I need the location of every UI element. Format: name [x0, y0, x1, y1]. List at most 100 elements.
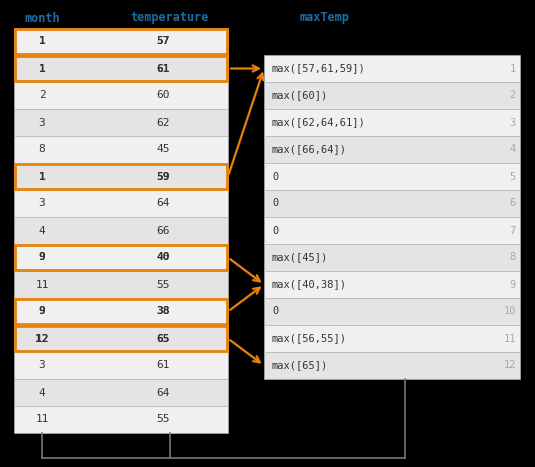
Text: 38: 38	[157, 306, 170, 317]
Text: month: month	[24, 12, 60, 24]
Text: max([60]): max([60])	[272, 91, 328, 100]
Text: 0: 0	[272, 226, 278, 235]
Text: 57: 57	[157, 36, 170, 47]
Bar	[264, 271, 520, 298]
Text: max([62,64,61]): max([62,64,61])	[272, 118, 366, 127]
Text: temperature: temperature	[131, 12, 209, 24]
Text: 12: 12	[35, 333, 49, 344]
Text: 55: 55	[157, 415, 170, 425]
Text: 1: 1	[39, 64, 45, 73]
Bar	[15, 245, 227, 270]
Bar	[264, 136, 520, 163]
Text: 6: 6	[510, 198, 516, 208]
Text: 2: 2	[510, 91, 516, 100]
Text: 1: 1	[39, 36, 45, 47]
Bar	[14, 217, 228, 244]
Text: 3: 3	[39, 118, 45, 127]
Bar	[15, 299, 227, 324]
Bar	[264, 217, 520, 244]
Text: 0: 0	[272, 198, 278, 208]
Text: 8: 8	[39, 144, 45, 155]
Text: 61: 61	[157, 361, 170, 370]
Text: 2: 2	[39, 91, 45, 100]
Text: max([66,64]): max([66,64])	[272, 144, 347, 155]
Bar	[14, 325, 228, 352]
Text: 3: 3	[510, 118, 516, 127]
Bar	[264, 55, 520, 82]
Text: 1: 1	[510, 64, 516, 73]
Bar	[14, 190, 228, 217]
Text: max([45]): max([45])	[272, 253, 328, 262]
Text: 65: 65	[157, 333, 170, 344]
Text: 3: 3	[39, 361, 45, 370]
Text: max([40,38]): max([40,38])	[272, 280, 347, 290]
Text: 5: 5	[510, 171, 516, 182]
Bar	[14, 379, 228, 406]
Text: 9: 9	[510, 280, 516, 290]
Text: 0: 0	[272, 171, 278, 182]
Bar	[15, 29, 227, 54]
Text: max([57,61,59]): max([57,61,59])	[272, 64, 366, 73]
Bar	[264, 190, 520, 217]
Text: 9: 9	[39, 253, 45, 262]
Bar	[14, 271, 228, 298]
Text: 45: 45	[157, 144, 170, 155]
Text: max([56,55]): max([56,55])	[272, 333, 347, 344]
Text: 4: 4	[39, 388, 45, 397]
Text: 7: 7	[510, 226, 516, 235]
Text: 64: 64	[157, 388, 170, 397]
Bar	[14, 406, 228, 433]
Bar	[264, 82, 520, 109]
Bar	[264, 352, 520, 379]
Bar	[14, 82, 228, 109]
Text: 57: 57	[157, 36, 170, 47]
Text: max([65]): max([65])	[272, 361, 328, 370]
Text: 1: 1	[39, 171, 45, 182]
Text: 59: 59	[157, 171, 170, 182]
Text: 12: 12	[503, 361, 516, 370]
Text: 0: 0	[272, 306, 278, 317]
Text: 9: 9	[39, 253, 45, 262]
Text: 62: 62	[157, 118, 170, 127]
Bar	[264, 109, 520, 136]
Bar	[264, 244, 520, 271]
Bar	[14, 298, 228, 325]
Text: 55: 55	[157, 280, 170, 290]
Bar	[14, 244, 228, 271]
Text: 59: 59	[157, 171, 170, 182]
Text: 66: 66	[157, 226, 170, 235]
Text: 38: 38	[157, 306, 170, 317]
Text: 40: 40	[157, 253, 170, 262]
Text: 11: 11	[35, 280, 49, 290]
Bar	[14, 28, 228, 55]
Text: 61: 61	[157, 64, 170, 73]
Bar	[264, 298, 520, 325]
Bar	[15, 164, 227, 189]
Text: 12: 12	[35, 333, 49, 344]
Text: 64: 64	[157, 198, 170, 208]
Text: 65: 65	[157, 333, 170, 344]
Bar	[15, 326, 227, 351]
Bar	[14, 109, 228, 136]
Text: 1: 1	[39, 171, 45, 182]
Text: 4: 4	[510, 144, 516, 155]
Text: 61: 61	[157, 64, 170, 73]
Bar	[264, 163, 520, 190]
Bar	[14, 136, 228, 163]
Bar	[14, 352, 228, 379]
Text: maxTemp: maxTemp	[299, 12, 349, 24]
Text: 60: 60	[157, 91, 170, 100]
Text: 3: 3	[39, 198, 45, 208]
Text: 9: 9	[39, 306, 45, 317]
Bar	[14, 55, 228, 82]
Text: 1: 1	[39, 64, 45, 73]
Text: 4: 4	[39, 226, 45, 235]
Text: 40: 40	[157, 253, 170, 262]
Bar	[264, 325, 520, 352]
Bar	[14, 163, 228, 190]
Text: 8: 8	[510, 253, 516, 262]
Text: 10: 10	[503, 306, 516, 317]
Text: 1: 1	[39, 36, 45, 47]
Text: 11: 11	[35, 415, 49, 425]
Text: 11: 11	[503, 333, 516, 344]
